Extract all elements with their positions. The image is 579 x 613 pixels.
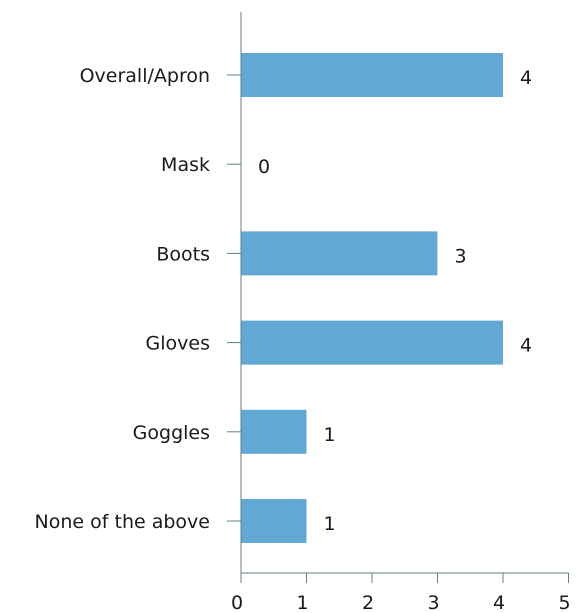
- category-label: Boots: [156, 243, 210, 265]
- bar-overall-apron: [241, 53, 503, 97]
- data-labels-group: 4 0 3 4 1 1: [258, 67, 532, 535]
- bar-goggles: [241, 409, 307, 454]
- data-label: 0: [258, 156, 270, 178]
- bars-group: [241, 53, 503, 543]
- category-label: Goggles: [133, 422, 210, 444]
- x-tick-label: 0: [231, 592, 243, 613]
- x-tick-label: 2: [362, 592, 374, 613]
- category-label: None of the above: [35, 511, 210, 533]
- category-label: Mask: [161, 154, 210, 176]
- x-tick-label: 1: [296, 592, 308, 613]
- data-label: 4: [520, 335, 532, 357]
- data-label: 1: [324, 513, 336, 535]
- data-label: 4: [520, 67, 532, 89]
- y-tick-marks-group: [227, 74, 241, 522]
- data-label: 3: [455, 245, 467, 267]
- category-labels-group: Overall/Apron Mask Boots Gloves Goggles None …: [35, 65, 210, 533]
- x-tick-label: 3: [427, 592, 439, 613]
- bar-gloves: [241, 320, 503, 365]
- category-label: Gloves: [146, 333, 210, 355]
- bar-boots: [241, 231, 438, 276]
- data-label: 1: [324, 424, 336, 446]
- x-ticks-group: 0 1 2 3 4 5: [231, 573, 571, 613]
- x-tick-label: 4: [493, 592, 505, 613]
- bar-none-of-the-above: [241, 499, 307, 543]
- category-label: Overall/Apron: [80, 65, 210, 87]
- x-tick-label: 5: [558, 592, 570, 613]
